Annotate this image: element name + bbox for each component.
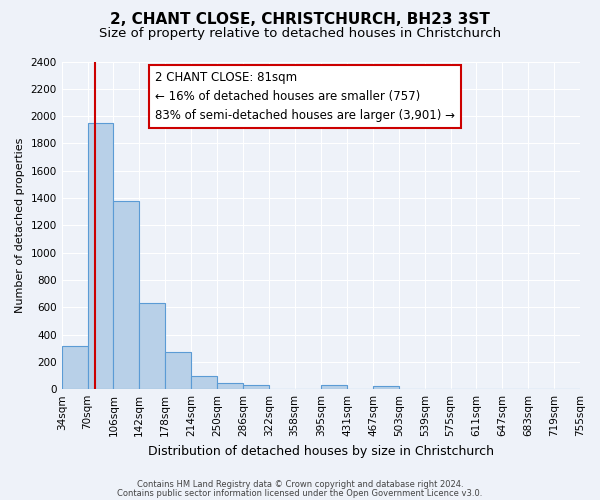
Bar [88, 123, 113, 389]
Bar [191, 376, 217, 389]
Bar [62, 346, 88, 389]
Bar [217, 384, 243, 389]
Text: Contains public sector information licensed under the Open Government Licence v3: Contains public sector information licen… [118, 488, 482, 498]
Text: Contains HM Land Registry data © Crown copyright and database right 2024.: Contains HM Land Registry data © Crown c… [137, 480, 463, 489]
Bar [243, 385, 269, 389]
Y-axis label: Number of detached properties: Number of detached properties [15, 138, 25, 313]
Bar [165, 352, 191, 389]
Bar [373, 386, 399, 389]
Text: Size of property relative to detached houses in Christchurch: Size of property relative to detached ho… [99, 28, 501, 40]
Text: 2, CHANT CLOSE, CHRISTCHURCH, BH23 3ST: 2, CHANT CLOSE, CHRISTCHURCH, BH23 3ST [110, 12, 490, 28]
Bar [113, 201, 139, 389]
X-axis label: Distribution of detached houses by size in Christchurch: Distribution of detached houses by size … [148, 444, 494, 458]
Bar [139, 303, 165, 389]
Text: 2 CHANT CLOSE: 81sqm
← 16% of detached houses are smaller (757)
83% of semi-deta: 2 CHANT CLOSE: 81sqm ← 16% of detached h… [155, 72, 455, 122]
Bar [321, 386, 347, 389]
